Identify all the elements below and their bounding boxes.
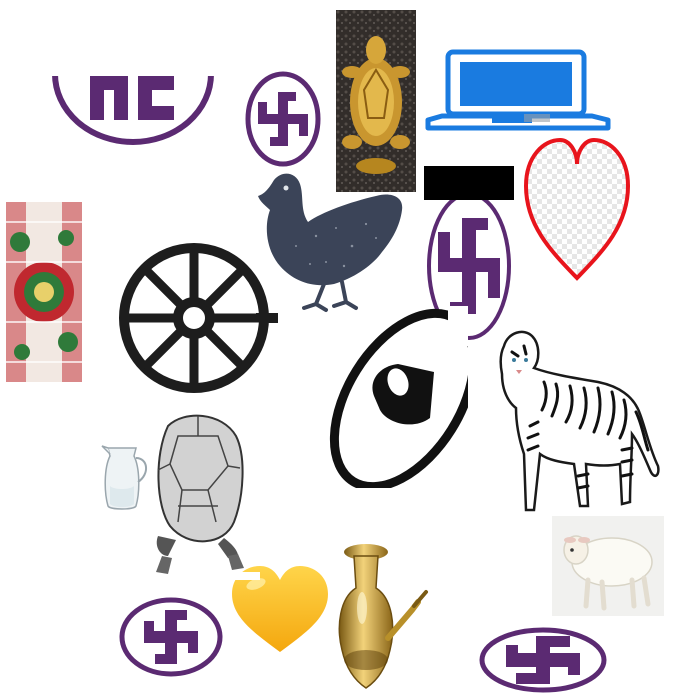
swastika-emblem-bottom-left xyxy=(118,596,224,678)
yellow-heart-emoji-icon xyxy=(226,562,334,656)
chicken-silhouette-image xyxy=(256,166,408,316)
white-tiger-image xyxy=(494,326,662,518)
swastika-emblem-small xyxy=(244,70,322,168)
compact-disc-icon xyxy=(318,306,468,488)
swastika-emblem-tall xyxy=(424,166,514,342)
mosaic-pattern-image xyxy=(6,202,82,382)
swastika-emblem-bottom-right xyxy=(478,626,608,694)
swastika-emblem-top-left xyxy=(52,60,214,146)
red-heart-outline-icon xyxy=(522,134,632,284)
tortoise-sketch-image xyxy=(148,406,248,578)
dharma-wheel-icon xyxy=(116,228,278,408)
golden-turtle-image xyxy=(336,10,416,192)
lamb-image xyxy=(552,516,664,616)
laptop-icon xyxy=(422,48,612,138)
glass-pitcher-image xyxy=(100,442,152,512)
brass-hookah-image xyxy=(326,542,432,692)
